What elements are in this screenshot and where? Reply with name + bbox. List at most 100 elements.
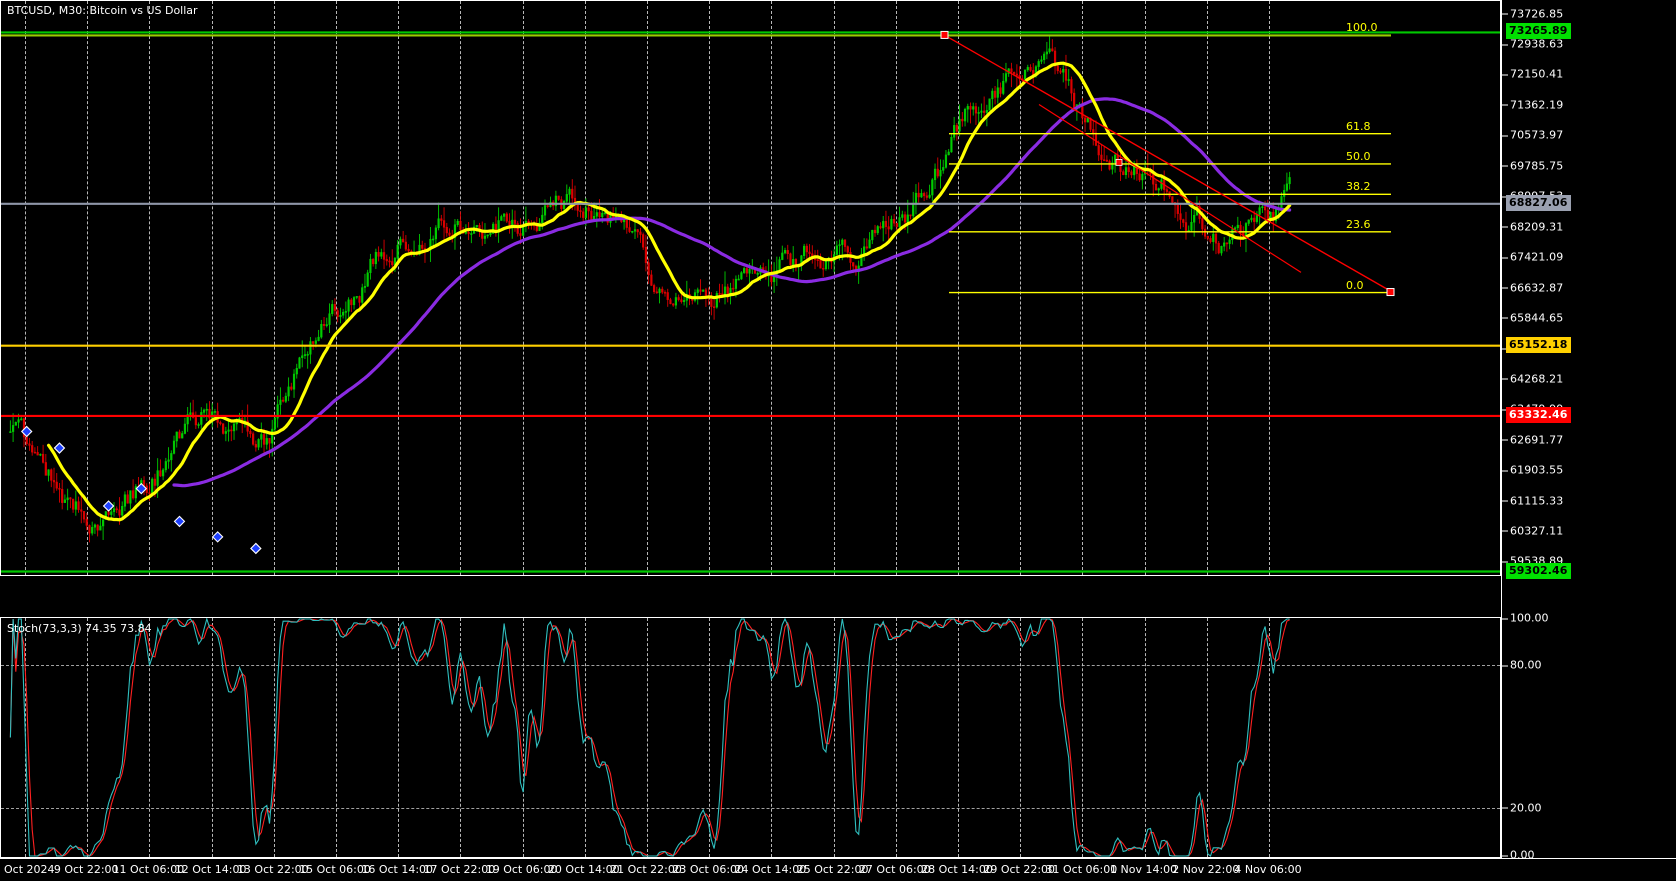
fib-trend-line: [944, 34, 1394, 294]
time-axis-label: 27 Oct 06:00: [858, 863, 931, 876]
price-axis[interactable]: 73726.85 72938.63 72150.41 71362.19 70573.97…: [1501, 0, 1676, 862]
price-chart-pane[interactable]: 100.0 61.8 50.0 38.2 23.6 0.0 BTCUSD, M30: Bi…: [0, 0, 1501, 576]
gridline-vertical: [771, 618, 773, 857]
upper-green-level-badge[interactable]: 73265.89: [1506, 23, 1571, 40]
time-axis-label: 15 Oct 06:00: [299, 863, 371, 876]
time-axis-label: 23 Oct 06:00: [672, 863, 745, 876]
time-axis-label: 12 Oct 14:00: [174, 863, 247, 876]
stochastic-main-line: [9, 618, 1290, 857]
time-axis-label: 4 Nov 06:00: [1234, 863, 1302, 876]
price-chart-canvas: [1, 30, 1500, 573]
time-axis-label: 13 Oct 22:00: [236, 863, 309, 876]
stoch-level-lines: [1, 618, 1500, 857]
gridline-vertical: [895, 1, 897, 575]
fib-anchor-low-handle: [1386, 288, 1395, 297]
gridline-vertical: [833, 618, 835, 857]
gridline-vertical: [336, 618, 337, 857]
fractal-marker: [173, 515, 186, 528]
time-axis-label: 24 Oct 14:00: [734, 863, 807, 876]
time-axis-label: 20 Oct 14:00: [547, 863, 620, 876]
gridline-vertical: [87, 618, 89, 857]
time-axis-label: 9 Oct 22:00: [53, 863, 119, 876]
stochastic-level-line: [1, 807, 1500, 809]
gridline-vertical: [87, 1, 89, 575]
gridline-vertical: [709, 1, 711, 575]
time-axis-label: 1 Nov 14:00: [1110, 863, 1178, 876]
gridline-vertical: [211, 618, 213, 857]
gridline-vertical: [149, 1, 151, 575]
gridline-vertical: [771, 1, 773, 575]
price-tick-label: 65844.65: [1501, 311, 1564, 325]
price-tick-label: 62691.77: [1501, 433, 1564, 447]
gridline-vertical: [398, 618, 400, 857]
fib-level-label-61-8: 61.8: [1346, 119, 1371, 133]
gridline-vertical: [1082, 618, 1084, 857]
descending-trendline: [1038, 103, 1302, 273]
time-axis-label: 16 Oct 14:00: [361, 863, 434, 876]
gridline-vertical: [273, 1, 275, 575]
lower-green-level-badge[interactable]: 59302.46: [1506, 562, 1571, 579]
price-tick-label: 60327.11: [1501, 524, 1564, 538]
stoch-vertical-gridlines: [1, 618, 1500, 857]
yellow-level-badge[interactable]: 65152.18: [1506, 336, 1571, 353]
price-tick-label: 70573.97: [1501, 128, 1564, 142]
fib-level-label-23-6: 23.6: [1346, 217, 1371, 231]
gridline-vertical: [1144, 1, 1146, 575]
fib-level-label-100-0: 100.0: [1346, 21, 1378, 35]
stochastic-tick-label: 100.00: [1502, 611, 1549, 625]
gridline-vertical: [584, 618, 586, 857]
fast-ma-line: [47, 61, 1292, 522]
price-tick-label: 68209.31: [1501, 220, 1564, 234]
stochastic-level-line: [1, 665, 1500, 667]
gridline-vertical: [647, 1, 648, 575]
gridline-vertical: [1206, 618, 1208, 857]
price-tick-label: 66632.87: [1501, 281, 1564, 294]
time-axis-label: 28 Oct 14:00: [921, 863, 993, 876]
gridline-vertical: [833, 1, 835, 575]
gridline-vertical: [1082, 1, 1084, 575]
fib-level-label-38-2: 38.2: [1346, 180, 1371, 194]
stochastic-tick-label: 20.00: [1502, 801, 1542, 815]
gridline-vertical: [1269, 618, 1270, 857]
price-tick-label: 73726.85: [1501, 7, 1564, 21]
fibonacci-labels: 100.0 61.8 50.0 38.2 23.6 0.0: [1, 1, 1500, 575]
gridline-vertical: [647, 618, 648, 857]
stochastic-tick-label: 80.00: [1502, 658, 1542, 672]
gridline-vertical: [25, 1, 26, 575]
price-tick-label: 61903.55: [1501, 463, 1564, 477]
price-vertical-gridlines: [1, 1, 1500, 575]
fib-anchor-high-handle: [940, 30, 949, 39]
gridline-vertical: [273, 618, 275, 857]
time-axis-label: 8 Oct 2024: [0, 863, 55, 876]
gridline-vertical: [709, 618, 711, 857]
price-tick-label: 67421.09: [1501, 250, 1564, 264]
gridline-vertical: [584, 1, 586, 575]
stochastic-pane[interactable]: Stoch(73,3,3) 74.35 73.84: [0, 617, 1501, 858]
gridline-vertical: [1020, 618, 1022, 857]
gridline-vertical: [398, 1, 400, 575]
time-axis-label: 11 Oct 06:00: [112, 863, 185, 876]
red-level-badge[interactable]: 63332.46: [1506, 406, 1571, 423]
price-tick-label: 61115.33: [1501, 494, 1564, 508]
fractal-marker: [250, 542, 262, 555]
fractal-marker: [20, 425, 33, 438]
current-price-level-badge[interactable]: 68827.06: [1506, 194, 1571, 211]
price-tick-label: 64268.21: [1501, 372, 1564, 386]
fractal-marker: [211, 531, 224, 543]
time-axis-label: 2 Nov 22:00: [1172, 863, 1240, 876]
gridline-vertical: [460, 1, 462, 575]
fractal-marker: [135, 482, 148, 495]
time-axis-label: 21 Oct 22:00: [610, 863, 682, 876]
time-axis-label: 19 Oct 06:00: [485, 863, 558, 876]
time-axis-label: 17 Oct 22:00: [423, 863, 496, 876]
time-axis-label: 29 Oct 22:00: [983, 863, 1056, 876]
gridline-vertical: [522, 1, 524, 575]
stochastic-canvas: [9, 618, 1290, 857]
fractal-marker: [53, 442, 66, 454]
stochastic-signal-line: [9, 618, 1290, 857]
fibonacci-retracement: [1, 34, 1391, 294]
price-tick-label: 71362.19: [1501, 98, 1564, 112]
fib-level-label-50-0: 50.0: [1346, 149, 1371, 163]
